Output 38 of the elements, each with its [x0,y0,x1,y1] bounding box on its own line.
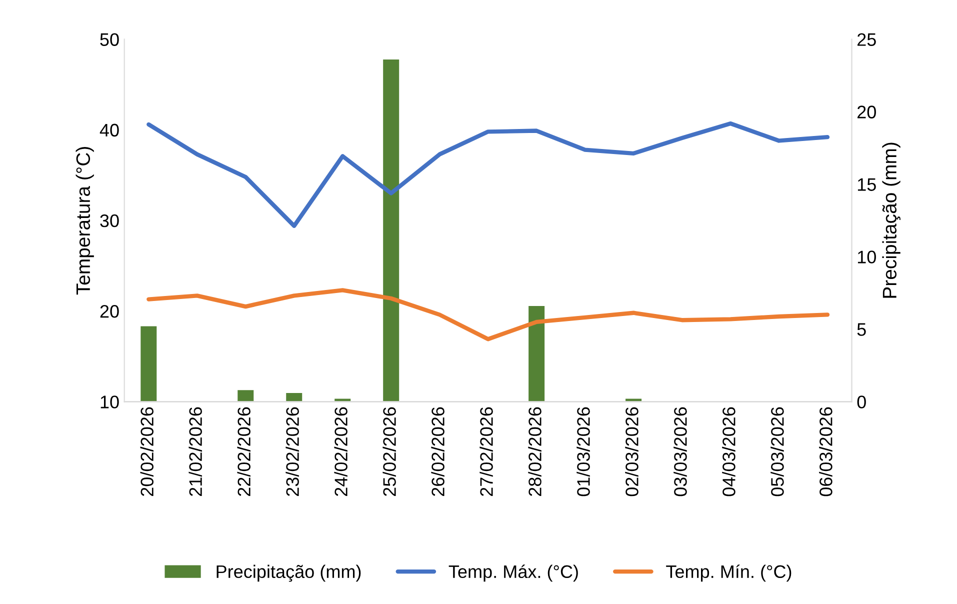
bar [528,306,545,402]
bar [238,390,254,402]
y2-tick-label: 25 [858,33,876,46]
x-tick-label: 25/02/2026 [382,407,396,496]
y-tick-label: 10 [100,396,119,408]
y2-tick-label: 0 [857,396,866,408]
line-series [146,288,830,342]
y2-axis-title: Precipitação (mm) [882,142,900,298]
bar [140,326,157,402]
y-tick-label: 50 [100,33,119,46]
y2-tick-label: 5 [857,323,866,336]
y2-tick-label: 20 [858,106,876,118]
y-tick-label: 40 [100,124,119,137]
y-axis-title: Temperatura (°C) [76,147,94,295]
line-series [146,121,830,228]
x-tick-label: 20/02/2026 [140,407,154,496]
y2-tick-label: 10 [858,250,876,264]
x-tick-label: 01/03/2026 [576,407,590,496]
legend-label: Temp. Máx. (°C) [448,564,578,582]
x-tick-label: 24/02/2026 [334,407,348,496]
x-tick-label: 27/02/2026 [480,407,493,496]
x-tick-label: 04/03/2026 [722,407,736,496]
x-tick-label: 05/03/2026 [770,407,784,496]
x-tick-label: 22/02/2026 [237,407,250,496]
legend-label: Precipitação (mm) [216,564,361,582]
x-tick-label: 03/03/2026 [674,407,687,496]
x-tick-label: 06/03/2026 [819,407,832,496]
x-tick-label: 02/03/2026 [625,407,638,496]
x-tick-label: 26/02/2026 [431,407,444,496]
bar [383,60,400,402]
y2-tick-label: 15 [858,178,876,191]
x-tick-label: 23/02/2026 [286,407,299,496]
y-tick-label: 30 [100,214,119,228]
x-tick-label: 21/02/2026 [188,407,202,496]
x-tick-label: 28/02/2026 [528,407,542,496]
legend-label: Temp. Mín. (°C) [666,564,792,582]
bar [286,392,302,402]
y-tick-label: 20 [100,304,119,318]
